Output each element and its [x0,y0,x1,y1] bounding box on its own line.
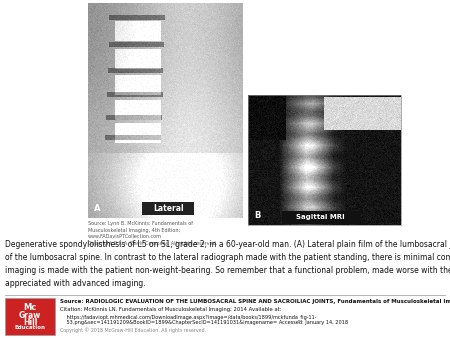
Text: Copyright © 2018 McGraw-Hill Education. All rights reserved.: Copyright © 2018 McGraw-Hill Education. … [60,327,206,333]
Text: https://fadaviopt.mhmedical.com/DownloadImage.aspx?image=/data/books/1899/mckfun: https://fadaviopt.mhmedical.com/Download… [60,314,316,320]
Bar [5,298,55,335]
Text: Mc: Mc [23,303,36,312]
Text: Sagittal MRI: Sagittal MRI [297,215,345,220]
Bar [282,211,360,224]
Bar [248,95,401,225]
Text: 53.png&sec=141191209&BookID=1899&ChapterSecID=141191031&imagename= Accessed: Jan: 53.png&sec=141191209&BookID=1899&Chapter… [60,320,348,325]
Text: A: A [94,204,100,213]
Text: Education: Education [14,325,45,330]
Text: Graw: Graw [19,311,41,320]
Text: Source: Lynn B. McKinnis: Fundamentals of
Musculoskeletal Imaging, 4th Edition;
: Source: Lynn B. McKinnis: Fundamentals o… [88,221,217,246]
Text: Source: RADIOLOGIC EVALUATION OF THE LUMBOSACRAL SPINE AND SACROILIAC JOINTS, Fu: Source: RADIOLOGIC EVALUATION OF THE LUM… [60,299,450,304]
Bar [142,202,194,215]
Bar [88,3,243,218]
Text: Lateral: Lateral [153,204,184,213]
Text: Hill: Hill [23,318,37,327]
Text: Degenerative spondylolisthesis of L5 on S1, grade 2, in a 60-year-old man. (A) L: Degenerative spondylolisthesis of L5 on … [5,240,450,288]
Text: B: B [254,211,261,220]
Text: Citation: McKinnis LN. Fundamentals of Musculoskeletal Imaging; 2014 Available a: Citation: McKinnis LN. Fundamentals of M… [60,307,282,312]
